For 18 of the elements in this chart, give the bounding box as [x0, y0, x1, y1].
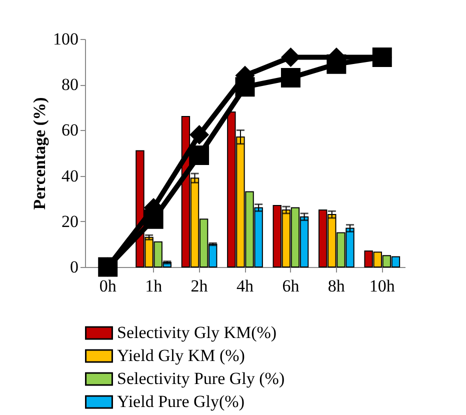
- x-tick-label: 10h: [369, 276, 396, 296]
- y-tick-label: 20: [62, 212, 78, 231]
- x-tick-label: 0h: [99, 276, 117, 296]
- legend-label: Selectivity Gly KM(%): [117, 323, 277, 342]
- y-tick-label: 0: [70, 258, 78, 276]
- x-tick-label: 1h: [145, 276, 163, 296]
- legend-label: Selectivity Pure Gly (%): [117, 369, 285, 388]
- y-tick-label: 60: [62, 120, 78, 140]
- y-tick-label: 100: [53, 30, 78, 48]
- legend-label: Yield Gly KM (%): [117, 346, 245, 365]
- y-axis-title: Percentage (%): [30, 97, 49, 210]
- x-tick-label: 2h: [190, 276, 208, 296]
- legend-label: Yield Pure Gly(%): [117, 392, 244, 411]
- x-tick-label: 4h: [236, 276, 254, 296]
- y-tick-label: 80: [62, 75, 78, 94]
- x-tick-label: 6h: [282, 276, 300, 296]
- y-tick-label: 40: [62, 166, 78, 186]
- x-tick-label: 8h: [328, 276, 346, 296]
